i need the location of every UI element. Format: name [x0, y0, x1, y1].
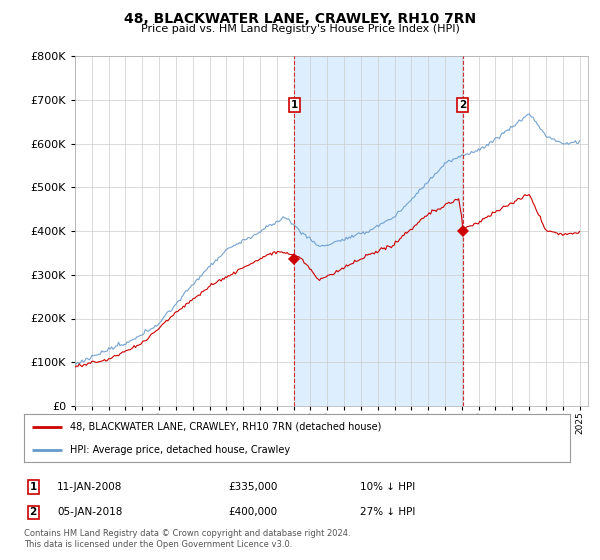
Text: HPI: Average price, detached house, Crawley: HPI: Average price, detached house, Craw… — [70, 445, 290, 455]
Text: 1: 1 — [291, 100, 298, 110]
Text: 05-JAN-2018: 05-JAN-2018 — [57, 507, 122, 517]
Text: Contains HM Land Registry data © Crown copyright and database right 2024.
This d: Contains HM Land Registry data © Crown c… — [24, 529, 350, 549]
Text: 27% ↓ HPI: 27% ↓ HPI — [360, 507, 415, 517]
Text: 2: 2 — [29, 507, 37, 517]
Text: Price paid vs. HM Land Registry's House Price Index (HPI): Price paid vs. HM Land Registry's House … — [140, 24, 460, 34]
Text: 10% ↓ HPI: 10% ↓ HPI — [360, 482, 415, 492]
Text: 48, BLACKWATER LANE, CRAWLEY, RH10 7RN (detached house): 48, BLACKWATER LANE, CRAWLEY, RH10 7RN (… — [70, 422, 382, 432]
Text: 11-JAN-2008: 11-JAN-2008 — [57, 482, 122, 492]
Text: 1: 1 — [29, 482, 37, 492]
Text: 48, BLACKWATER LANE, CRAWLEY, RH10 7RN: 48, BLACKWATER LANE, CRAWLEY, RH10 7RN — [124, 12, 476, 26]
Bar — [295, 56, 463, 406]
Text: 2: 2 — [459, 100, 466, 110]
Text: £335,000: £335,000 — [228, 482, 277, 492]
Text: £400,000: £400,000 — [228, 507, 277, 517]
